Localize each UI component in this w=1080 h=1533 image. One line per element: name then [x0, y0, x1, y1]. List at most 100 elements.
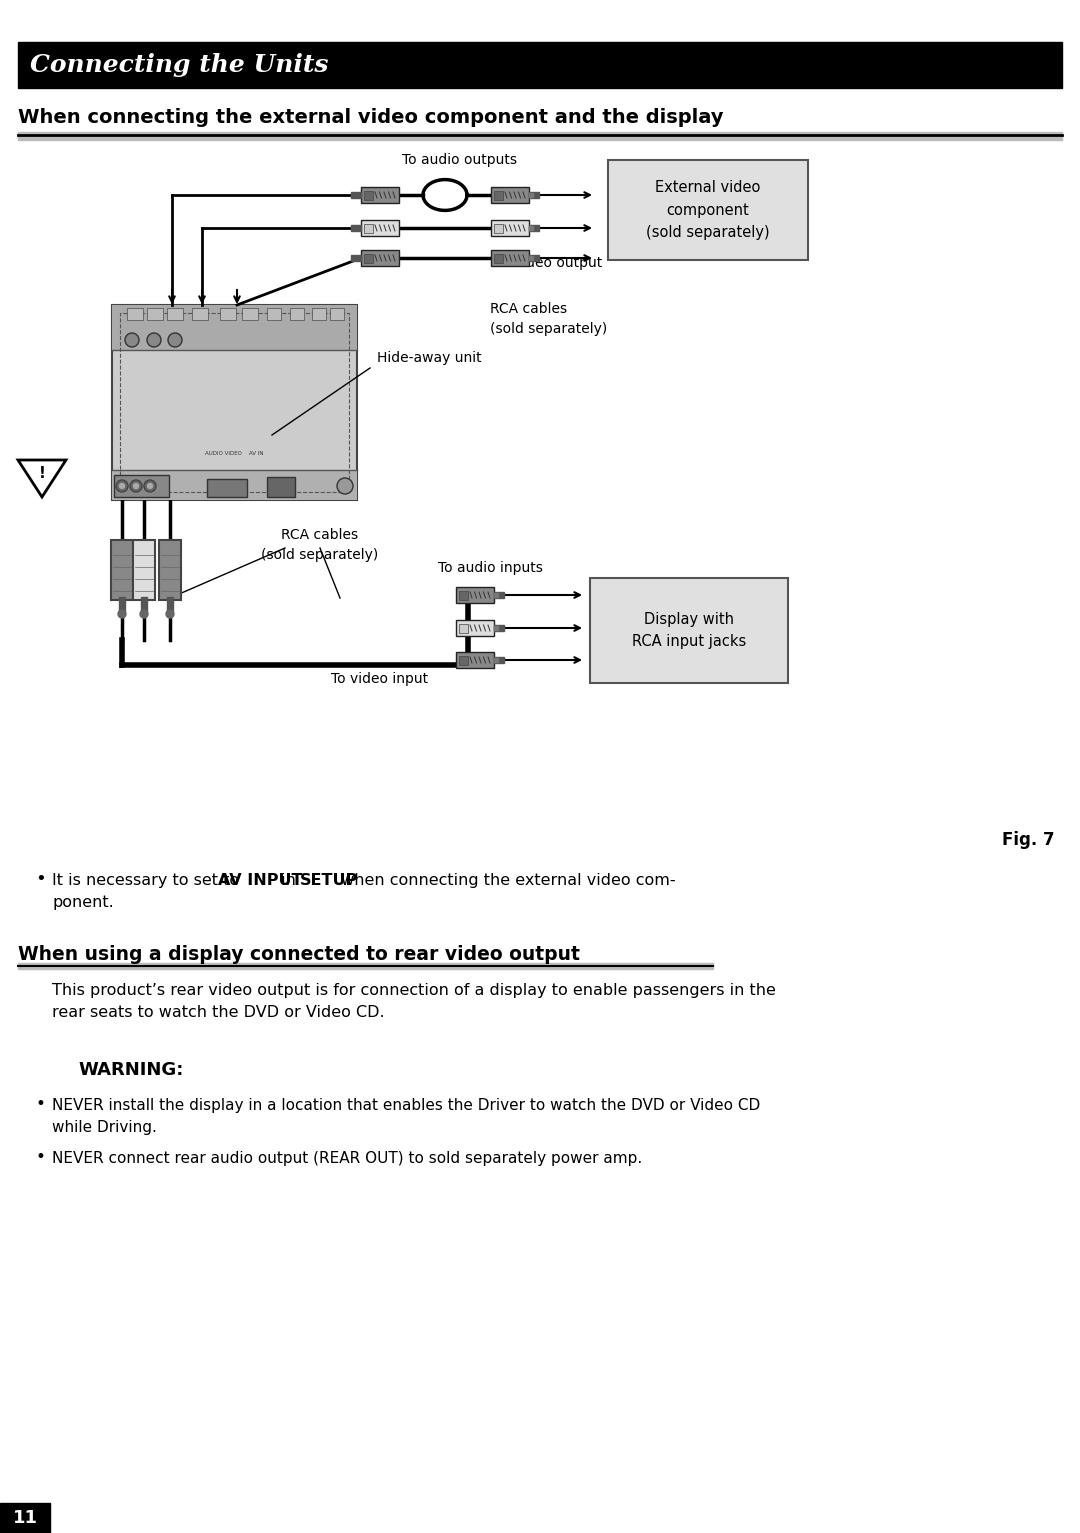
Text: •: • — [35, 1148, 45, 1167]
Circle shape — [148, 483, 152, 489]
Circle shape — [337, 478, 353, 494]
Text: It is necessary to set to: It is necessary to set to — [52, 872, 244, 888]
Bar — [364, 190, 373, 199]
Text: To audio inputs: To audio inputs — [438, 561, 543, 575]
Bar — [112, 305, 357, 500]
Circle shape — [120, 483, 124, 489]
Bar — [351, 225, 361, 231]
Text: When using a display connected to rear video output: When using a display connected to rear v… — [18, 944, 580, 964]
Circle shape — [130, 480, 141, 492]
Bar — [494, 592, 504, 598]
Bar — [291, 308, 303, 320]
Bar — [141, 596, 147, 612]
Bar — [364, 253, 373, 262]
Bar — [494, 253, 503, 262]
Text: while Driving.: while Driving. — [52, 1121, 157, 1134]
Bar — [312, 308, 326, 320]
Bar — [529, 193, 534, 198]
Bar — [330, 308, 345, 320]
Text: when connecting the external video com-: when connecting the external video com- — [336, 872, 676, 888]
Bar — [351, 254, 361, 261]
Bar — [18, 963, 713, 969]
Text: !: ! — [39, 466, 45, 480]
Text: Display with
RCA input jacks: Display with RCA input jacks — [632, 612, 746, 648]
Bar — [491, 221, 529, 236]
Text: •: • — [35, 1095, 45, 1113]
Bar — [456, 619, 494, 636]
Bar — [18, 132, 1062, 140]
Bar — [494, 190, 503, 199]
Bar — [361, 250, 399, 267]
Text: WARNING:: WARNING: — [78, 1061, 184, 1079]
Bar — [456, 652, 494, 668]
Bar — [529, 225, 534, 230]
Bar — [590, 578, 788, 684]
Bar — [608, 159, 808, 261]
Bar — [361, 187, 399, 202]
Bar — [267, 477, 295, 497]
Circle shape — [166, 610, 174, 618]
Bar — [529, 225, 539, 231]
Bar — [114, 475, 168, 497]
Bar — [242, 308, 258, 320]
Bar — [494, 625, 498, 630]
Text: •: • — [35, 871, 45, 888]
Circle shape — [118, 610, 126, 618]
Bar — [159, 540, 181, 599]
Circle shape — [144, 480, 156, 492]
Bar — [120, 313, 349, 492]
Bar — [459, 656, 468, 664]
Text: To video output: To video output — [495, 256, 603, 270]
Text: When connecting the external video component and the display: When connecting the external video compo… — [18, 107, 724, 127]
Text: RCA cables
(sold separately): RCA cables (sold separately) — [261, 527, 379, 561]
Bar — [494, 658, 504, 662]
Bar — [207, 478, 247, 497]
Circle shape — [168, 333, 183, 346]
Bar — [220, 308, 237, 320]
Circle shape — [140, 610, 148, 618]
Bar — [127, 308, 143, 320]
Text: AV INPUT: AV INPUT — [218, 872, 302, 888]
Text: Connecting the Units: Connecting the Units — [30, 54, 328, 77]
Bar — [491, 187, 529, 202]
Bar — [267, 308, 281, 320]
Bar — [119, 596, 125, 612]
Text: To audio outputs: To audio outputs — [403, 153, 517, 167]
Bar — [351, 192, 361, 198]
Bar — [167, 596, 173, 612]
Bar — [529, 254, 539, 261]
Text: External video
component
(sold separately): External video component (sold separatel… — [646, 181, 770, 239]
Text: rear seats to watch the DVD or Video CD.: rear seats to watch the DVD or Video CD. — [52, 1006, 384, 1019]
Bar — [529, 256, 534, 261]
Bar — [494, 593, 498, 596]
Bar — [459, 590, 468, 599]
Text: ponent.: ponent. — [52, 895, 113, 911]
Bar — [456, 587, 494, 602]
Bar — [364, 224, 373, 233]
Text: SETUP: SETUP — [300, 872, 359, 888]
Bar — [167, 308, 183, 320]
Bar — [459, 624, 468, 633]
Circle shape — [125, 333, 139, 346]
Bar — [112, 305, 357, 350]
Text: Hide-away unit: Hide-away unit — [377, 351, 482, 365]
Text: This product’s rear video output is for connection of a display to enable passen: This product’s rear video output is for … — [52, 983, 775, 998]
Bar — [361, 221, 399, 236]
Circle shape — [116, 480, 129, 492]
Text: NEVER install the display in a location that enables the Driver to watch the DVD: NEVER install the display in a location … — [52, 1098, 760, 1113]
Bar — [192, 308, 208, 320]
Bar — [18, 41, 1062, 87]
Text: NEVER connect rear audio output (REAR OUT) to sold separately power amp.: NEVER connect rear audio output (REAR OU… — [52, 1151, 643, 1167]
Circle shape — [147, 333, 161, 346]
Bar — [147, 308, 163, 320]
Bar — [0, 1502, 50, 1533]
Bar — [133, 540, 156, 599]
Bar — [112, 471, 357, 500]
Text: To video input: To video input — [332, 671, 429, 685]
Bar — [494, 658, 498, 662]
Polygon shape — [18, 460, 66, 497]
Bar — [529, 192, 539, 198]
Text: AUDIO VIDEO    AV IN: AUDIO VIDEO AV IN — [205, 451, 264, 455]
Bar — [491, 250, 529, 267]
Bar — [111, 540, 133, 599]
